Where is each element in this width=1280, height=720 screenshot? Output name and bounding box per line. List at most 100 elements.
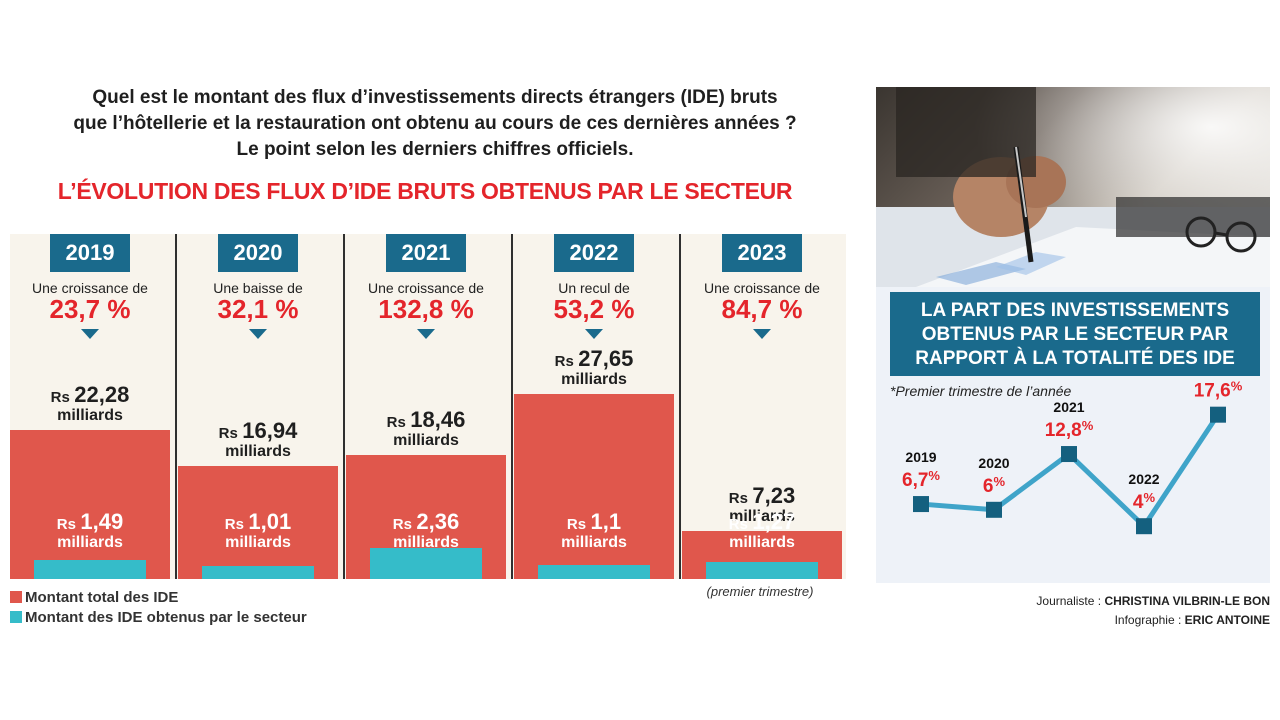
- value: 16,94: [242, 417, 298, 443]
- currency: Rs: [218, 424, 238, 442]
- unit: milliards: [393, 534, 459, 551]
- unit: milliards: [561, 370, 627, 388]
- unit: milliards: [729, 534, 795, 551]
- credit-graphics: Infographie : ERIC ANTOINE: [1036, 611, 1270, 630]
- change-value: 32,1 %: [217, 294, 299, 324]
- currency: Rs: [566, 516, 587, 533]
- change-label: Une croissance de: [32, 280, 148, 296]
- point-year-2022: 2022: [1128, 471, 1159, 487]
- bar-total-ide: [178, 465, 338, 579]
- bar-sector-ide: [706, 562, 818, 579]
- total-value-label: Rs 22,28 milliards: [10, 383, 170, 425]
- point-marker-2022: [1136, 518, 1152, 535]
- point-value-2019: 6,7%: [902, 468, 940, 491]
- footnote-quarter: (premier trimestre): [706, 584, 814, 599]
- value: 22,28: [74, 381, 130, 407]
- year-column-2021: 2021 Une croissance de 132,8 % Rs 18,46 mill…: [346, 234, 506, 579]
- change-value: 23,7 %: [49, 294, 131, 324]
- intro-line-1: Quel est le montant des flux d’investiss…: [92, 87, 778, 108]
- total-value-label: Rs 16,94 milliards: [178, 419, 338, 461]
- year-label: 2020: [218, 234, 298, 272]
- down-arrow-icon: [753, 329, 771, 339]
- currency: Rs: [224, 516, 244, 533]
- intro-question: Quel est le montant des flux d’investiss…: [0, 85, 870, 163]
- bar-sector-ide: [202, 565, 314, 579]
- year-column-2019: 2019 Une croissance de 23,7 % Rs 22,28 milli…: [10, 234, 170, 579]
- change-label: Une baisse de: [213, 280, 303, 296]
- legend-swatch-total: [10, 591, 22, 603]
- currency: Rs: [392, 516, 412, 533]
- bar-sector-ide: [370, 548, 482, 579]
- sector-value-label: Rs 2,36 milliards: [346, 511, 506, 552]
- currency: Rs: [386, 414, 406, 432]
- unit: milliards: [57, 406, 123, 424]
- legend-item-sector: Montant des IDE obtenus par le secteur: [10, 607, 307, 627]
- currency: Rs: [554, 352, 574, 370]
- currency: Rs: [728, 489, 748, 507]
- value: 1,49: [80, 509, 124, 534]
- bar-sector-ide: [538, 564, 650, 579]
- currency: Rs: [728, 516, 748, 533]
- photo-illustration: [876, 87, 1270, 287]
- down-arrow-icon: [81, 329, 99, 339]
- bar-total-ide: [10, 429, 170, 579]
- change-label: Un recul de: [558, 280, 630, 296]
- point-value-2021: 12,8%: [1045, 418, 1094, 441]
- intro-line-3: Le point selon les derniers chiffres off…: [236, 139, 634, 160]
- currency: Rs: [50, 388, 70, 406]
- point-year-2021: 2021: [1053, 399, 1084, 415]
- year-label: 2022: [554, 234, 634, 272]
- unit: milliards: [393, 432, 459, 450]
- value: 1,01: [248, 509, 292, 534]
- graphics-label: Infographie :: [1114, 613, 1182, 627]
- bar-total-ide: [514, 393, 674, 579]
- legend-swatch-sector: [10, 611, 22, 623]
- chart-title: L’ÉVOLUTION DES FLUX D’IDE BRUTS OBTENUS…: [57, 178, 793, 204]
- share-title-line-3: RAPPORT À LA TOTALITÉ DES IDE: [915, 348, 1235, 369]
- credit-journalist: Journaliste : CHRISTINA VILBRIN-LE BON: [1036, 592, 1270, 611]
- point-marker-2019: [913, 496, 929, 513]
- point-year-2020: 2020: [978, 455, 1009, 471]
- point-marker-2021: [1061, 446, 1077, 463]
- share-note: *Premier trimestre de l’année: [890, 383, 1072, 399]
- value: 7,23: [752, 482, 796, 508]
- year-label: 2019: [50, 234, 130, 272]
- unit: milliards: [729, 507, 795, 525]
- currency: Rs: [56, 516, 76, 533]
- unit: milliards: [561, 534, 627, 551]
- year-column-2022: 2022 Un recul de 53,2 % Rs 27,65 milliards Rs…: [514, 234, 674, 579]
- value: 18,46: [410, 407, 466, 433]
- year-column-2023: 2023 Une croissance de 84,7 % Rs 7,23 millia…: [682, 234, 842, 579]
- sector-value-label: Rs 1,1 milliards: [514, 511, 674, 552]
- total-value-label: Rs 27,65 milliards: [514, 347, 674, 389]
- down-arrow-icon: [249, 329, 267, 339]
- point-value-2020: 6%: [983, 474, 1006, 497]
- point-marker-2020: [986, 501, 1002, 518]
- sector-value-label: Rs 1,49 milliards: [10, 511, 170, 552]
- unit: milliards: [57, 534, 123, 551]
- value: 1,1: [590, 509, 622, 534]
- point-year-2019: 2019: [905, 449, 936, 465]
- year-column-2020: 2020 Une baisse de 32,1 % Rs 16,94 milliards…: [178, 234, 338, 579]
- column-divider-2: [343, 234, 345, 579]
- change-label: Une croissance de: [704, 280, 820, 296]
- legend-label-sector: Montant des IDE obtenus par le secteur: [25, 608, 307, 626]
- hand-with-pen-photo: [876, 87, 1270, 287]
- column-divider-4: [679, 234, 681, 579]
- change-label: Une croissance de: [368, 280, 484, 296]
- point-marker-2023: [1210, 406, 1226, 423]
- legend: Montant total des IDE Montant des IDE ob…: [10, 587, 307, 627]
- share-title-line-2: OBTENUS PAR LE SECTEUR PAR: [921, 324, 1229, 345]
- journalist-label: Journaliste :: [1036, 594, 1102, 608]
- year-label: 2021: [386, 234, 466, 272]
- share-title-line-1: LA PART DES INVESTISSEMENTS: [920, 300, 1230, 321]
- legend-label-total: Montant total des IDE: [25, 588, 179, 606]
- down-arrow-icon: [417, 329, 435, 339]
- graphics-name: ERIC ANTOINE: [1184, 613, 1270, 627]
- intro-line-2: que l’hôtellerie et la restauration ont …: [73, 113, 797, 134]
- sector-value-label: Rs 1,27 milliards: [682, 511, 842, 552]
- column-divider-1: [175, 234, 177, 579]
- journalist-name: CHRISTINA VILBRIN-LE BON: [1104, 594, 1270, 608]
